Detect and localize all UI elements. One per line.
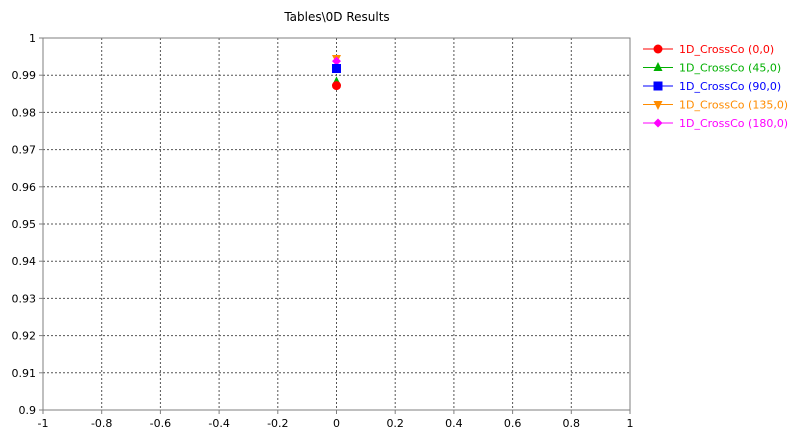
legend-marker-triangle-down <box>653 101 663 110</box>
x-tick-label: 0.4 <box>445 417 463 430</box>
y-tick-label: 0.96 <box>12 181 37 194</box>
y-tick-label: 0.99 <box>12 69 37 82</box>
legend-entry: 1D_CrossCo (0,0) <box>643 43 774 56</box>
x-tick-label: 0.8 <box>563 417 581 430</box>
x-tick-label: 0 <box>333 417 340 430</box>
y-tick-label: 1 <box>29 32 36 45</box>
axis-ticks: -1 -0.8 -0.6 -0.4 -0.2 0 0.2 0.4 0.6 0.8 1 0.9 0.91 0… <box>12 32 634 430</box>
legend-entry: 1D_CrossCo (45,0) <box>643 62 781 75</box>
data-point-diamond <box>332 56 341 66</box>
x-tick-label: 1 <box>627 417 634 430</box>
y-tick-label: 0.95 <box>12 218 37 231</box>
x-tick-label: -0.8 <box>91 417 112 430</box>
chart-title: Tables\0D Results <box>283 10 389 24</box>
legend-label: 1D_CrossCo (180,0) <box>679 117 788 130</box>
legend-entry: 1D_CrossCo (180,0) <box>643 117 788 130</box>
x-tick-label: -0.2 <box>267 417 288 430</box>
y-tick-label: 0.97 <box>12 144 37 157</box>
x-tick-label: 0.6 <box>504 417 522 430</box>
legend-label: 1D_CrossCo (0,0) <box>679 43 774 56</box>
data-point-square <box>332 64 341 74</box>
y-tick-label: 0.9 <box>19 404 37 417</box>
legend-label: 1D_CrossCo (90,0) <box>679 80 781 93</box>
legend-marker-circle <box>653 44 663 54</box>
legend-marker-diamond <box>653 118 663 128</box>
x-tick-label: -0.4 <box>208 417 229 430</box>
legend-entry: 1D_CrossCo (90,0) <box>643 80 781 93</box>
y-tick-label: 0.98 <box>12 106 37 119</box>
y-tick-label: 0.93 <box>12 292 37 305</box>
legend-entry: 1D_CrossCo (135,0) <box>643 99 788 112</box>
grid-lines <box>43 38 630 410</box>
data-points <box>332 54 341 91</box>
data-point-circle <box>332 81 341 91</box>
y-tick-label: 0.94 <box>12 255 37 268</box>
legend-marker-square <box>653 81 663 91</box>
legend-label: 1D_CrossCo (135,0) <box>679 99 788 112</box>
y-tick-label: 0.92 <box>12 330 37 343</box>
x-tick-label: -1 <box>38 417 49 430</box>
x-tick-label: 0.2 <box>386 417 404 430</box>
legend-marker-triangle-up <box>653 62 663 71</box>
legend-label: 1D_CrossCo (45,0) <box>679 62 781 75</box>
y-tick-label: 0.91 <box>12 367 37 380</box>
x-tick-label: -0.6 <box>150 417 171 430</box>
legend: 1D_CrossCo (0,0) 1D_CrossCo (45,0) 1D_Cros… <box>643 43 788 130</box>
